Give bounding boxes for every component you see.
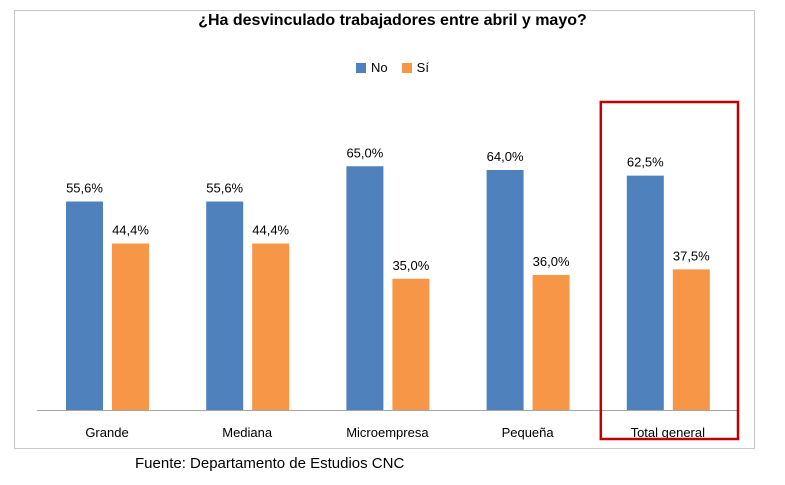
data-label-si-total-general: 37,5% [673,248,710,263]
bar-si-mediana [252,243,290,410]
legend-item-si: Sí [401,60,429,75]
bar-no-total-general [626,175,664,410]
legend-label-no: No [371,60,388,75]
legend-swatch-no [356,62,367,73]
data-label-no-microempresa: 65,0% [346,145,383,160]
bar-si-pequena [532,275,570,410]
chart-title: ¿Ha desvinculado trabajadores entre abri… [198,12,587,29]
bar-no-mediana [206,201,244,410]
category-label-microempresa: Microempresa [346,425,429,440]
bar-no-microempresa [346,166,384,410]
data-label-si-microempresa: 35,0% [392,258,429,273]
data-label-no-total-general: 62,5% [627,155,664,170]
category-label-pequena: Pequeña [502,425,555,440]
data-label-si-grande: 44,4% [112,223,149,238]
chart-legend: No Sí [0,60,785,75]
bar-si-total-general [672,269,710,410]
bar-si-microempresa [392,278,430,410]
bar-si-grande [112,243,149,410]
data-label-no-grande: 55,6% [66,181,103,196]
data-label-si-mediana: 44,4% [252,223,289,238]
data-label-no-pequena: 64,0% [487,149,524,164]
source-note: Fuente: Departamento de Estudios CNC [135,455,405,472]
highlight-box [599,100,740,441]
bar-no-grande [66,201,103,410]
category-label-grande: Grande [85,425,128,440]
legend-swatch-si [401,62,412,73]
data-label-si-pequena: 36,0% [533,254,570,269]
category-label-total-general: Total general [631,425,706,440]
data-label-no-mediana: 55,6% [206,181,243,196]
legend-label-si: Sí [416,60,429,75]
bar-no-pequena [486,170,524,410]
legend-item-no: No [356,60,388,75]
category-label-mediana: Mediana [222,425,273,440]
